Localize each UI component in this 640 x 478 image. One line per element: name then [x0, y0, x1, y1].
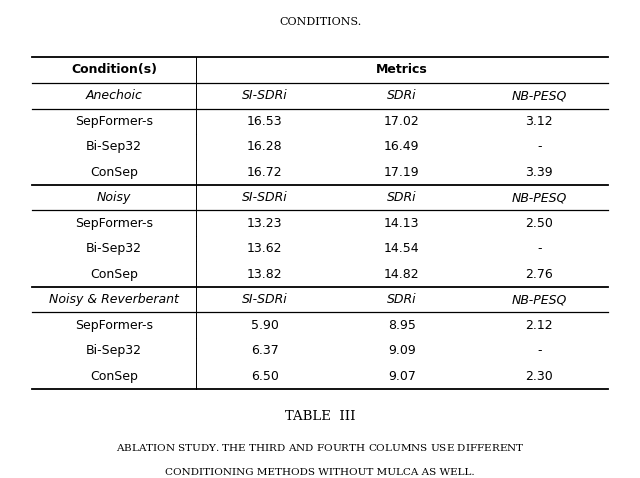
Text: NB-PESQ: NB-PESQ [511, 89, 567, 102]
Text: 14.13: 14.13 [384, 217, 420, 230]
Text: Bi-Sep32: Bi-Sep32 [86, 344, 142, 357]
Text: 14.54: 14.54 [384, 242, 420, 255]
Text: Bi-Sep32: Bi-Sep32 [86, 140, 142, 153]
Text: Condition(s): Condition(s) [71, 64, 157, 76]
Text: 13.23: 13.23 [247, 217, 282, 230]
Text: 5.90: 5.90 [251, 319, 278, 332]
Text: SDRi: SDRi [387, 191, 417, 204]
Text: 6.50: 6.50 [251, 369, 278, 383]
Text: ConSep: ConSep [90, 369, 138, 383]
Text: 14.82: 14.82 [384, 268, 420, 281]
Text: SDRi: SDRi [387, 293, 417, 306]
Text: 6.37: 6.37 [251, 344, 278, 357]
Text: 2.12: 2.12 [525, 319, 553, 332]
Text: 3.39: 3.39 [525, 166, 553, 179]
Text: Noisy: Noisy [97, 191, 131, 204]
Text: Anechoic: Anechoic [86, 89, 143, 102]
Text: SepFormer-s: SepFormer-s [75, 319, 153, 332]
Text: ConSep: ConSep [90, 268, 138, 281]
Text: CONDITIONING METHODS WITHOUT MULCA AS WELL.: CONDITIONING METHODS WITHOUT MULCA AS WE… [165, 468, 475, 477]
Text: TABLE  III: TABLE III [285, 410, 355, 423]
Text: CONDITIONS.: CONDITIONS. [279, 17, 361, 26]
Text: Metrics: Metrics [376, 64, 428, 76]
Text: NB-PESQ: NB-PESQ [511, 293, 567, 306]
Text: 16.72: 16.72 [247, 166, 282, 179]
Text: 16.53: 16.53 [247, 115, 282, 128]
Text: SI-SDRi: SI-SDRi [242, 293, 287, 306]
Text: ConSep: ConSep [90, 166, 138, 179]
Text: 8.95: 8.95 [388, 319, 416, 332]
Text: SI-SDRi: SI-SDRi [242, 89, 287, 102]
Text: 16.28: 16.28 [247, 140, 282, 153]
Text: SDRi: SDRi [387, 89, 417, 102]
Text: 2.30: 2.30 [525, 369, 553, 383]
Text: Noisy & Reverberant: Noisy & Reverberant [49, 293, 179, 306]
Text: 13.62: 13.62 [247, 242, 282, 255]
Text: -: - [537, 242, 541, 255]
Text: 16.49: 16.49 [384, 140, 420, 153]
Text: 2.76: 2.76 [525, 268, 553, 281]
Text: NB-PESQ: NB-PESQ [511, 191, 567, 204]
Text: 9.07: 9.07 [388, 369, 416, 383]
Text: 2.50: 2.50 [525, 217, 553, 230]
Text: -: - [537, 344, 541, 357]
Text: SI-SDRi: SI-SDRi [242, 191, 287, 204]
Text: SepFormer-s: SepFormer-s [75, 217, 153, 230]
Text: SepFormer-s: SepFormer-s [75, 115, 153, 128]
Text: Bi-Sep32: Bi-Sep32 [86, 242, 142, 255]
Text: 9.09: 9.09 [388, 344, 415, 357]
Text: 3.12: 3.12 [525, 115, 553, 128]
Text: 17.02: 17.02 [384, 115, 420, 128]
Text: 17.19: 17.19 [384, 166, 420, 179]
Text: -: - [537, 140, 541, 153]
Text: $\mathregular{A}$BLATION $\mathregular{S}$TUDY. $\mathregular{T}$HE THIRD AND FO: $\mathregular{A}$BLATION $\mathregular{S… [116, 442, 524, 453]
Text: 13.82: 13.82 [247, 268, 282, 281]
